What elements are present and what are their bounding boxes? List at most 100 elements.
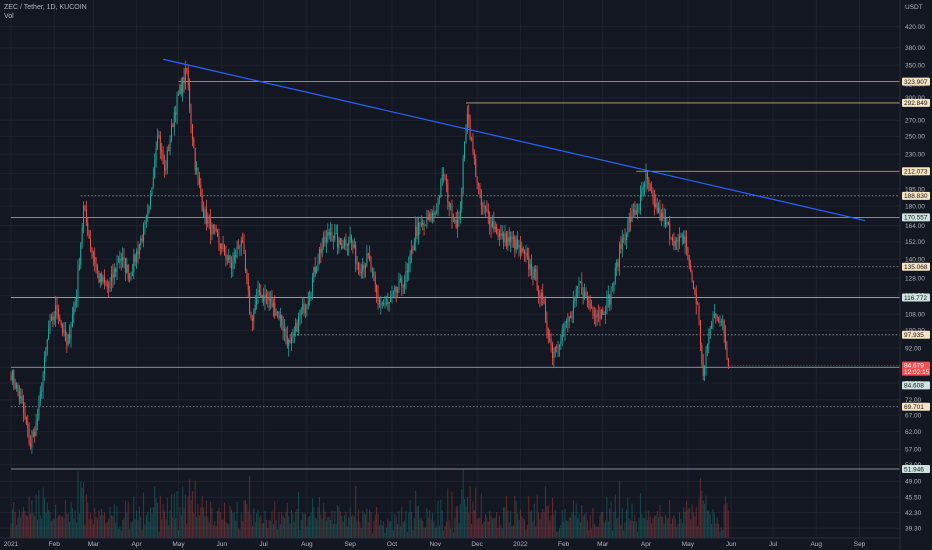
price-tick-label: 67.00: [905, 412, 922, 419]
time-axis[interactable]: 2021 Feb Mar Apr May Jun Jul Aug Sep Oct Nov Dec 202…: [0, 537, 900, 548]
price-badge-box: [902, 191, 930, 200]
volume-bar: [175, 518, 177, 538]
price-tick-label: 42.30: [905, 510, 922, 517]
price-badge: 292.849: [902, 98, 930, 107]
price-tick-label: 45.50: [905, 494, 922, 501]
candle-body: [585, 291, 587, 296]
volume-bar: [560, 525, 562, 538]
candle-body: [634, 209, 636, 215]
volume-bar: [444, 525, 446, 538]
volume-bar: [517, 513, 519, 538]
volume-bar: [398, 511, 400, 538]
volume-bar: [602, 511, 604, 538]
price-tick-label: 195.00: [905, 186, 925, 193]
volume-bar: [77, 471, 79, 538]
volume-bar: [64, 499, 66, 538]
volume-bar: [522, 518, 524, 538]
trendline[interactable]: [162, 58, 866, 222]
candle-body: [339, 238, 341, 244]
candle-body: [257, 289, 259, 298]
candle-body: [447, 183, 449, 203]
candle-body: [228, 255, 230, 260]
volume-bar: [119, 526, 121, 538]
volume-bar: [447, 488, 449, 538]
volume-bar: [621, 507, 623, 538]
candle-body: [443, 175, 445, 176]
candle-body: [260, 292, 262, 298]
candle-body: [364, 265, 366, 269]
candle-body: [360, 272, 362, 274]
candle-body: [148, 205, 150, 211]
price-badge-box: [902, 381, 930, 390]
volume-bar: [268, 519, 270, 538]
time-tick-label: Oct: [387, 541, 397, 548]
volume-bar: [556, 531, 558, 538]
volume-bar: [726, 502, 728, 538]
volume-bar: [217, 511, 219, 538]
volume-bar: [625, 509, 627, 538]
candle-body: [397, 289, 399, 293]
volume-bar: [332, 523, 334, 538]
candle-body: [143, 224, 145, 241]
candle-body: [651, 190, 653, 192]
volume-bar: [493, 517, 495, 538]
candle-body: [41, 391, 43, 392]
candle-body: [487, 210, 489, 215]
volume-bar: [518, 519, 520, 538]
volume-bar: [683, 507, 685, 538]
volume-bar: [487, 521, 489, 538]
candle-body: [367, 254, 369, 256]
candle-body: [546, 320, 548, 329]
candle-body: [74, 300, 76, 308]
candle-body: [309, 296, 311, 302]
volume-bar: [704, 503, 706, 538]
horizontal-levels[interactable]: [10, 81, 900, 470]
price-tick-label: 140.00: [905, 256, 925, 263]
volume-bar: [309, 515, 311, 538]
price-tick-label: 108.00: [905, 311, 925, 318]
symbol-title[interactable]: ZEC / Tether, 1D, KUCOIN: [4, 4, 87, 11]
volume-bar: [618, 480, 620, 538]
volume-label[interactable]: Vol: [4, 13, 14, 20]
candle-body: [282, 325, 284, 331]
volume-bar: [30, 513, 32, 538]
volume-bar: [585, 512, 587, 538]
candle-body: [418, 222, 420, 236]
candle-body: [406, 271, 408, 273]
volume-bar: [512, 525, 514, 538]
candle-body: [215, 228, 217, 232]
volume-bar: [155, 498, 157, 538]
candle-body: [18, 391, 20, 399]
volume-bar: [360, 527, 362, 538]
volume-bar: [359, 521, 361, 538]
candle-body: [177, 94, 179, 96]
volume-bar: [148, 521, 150, 538]
candle-body: [512, 237, 514, 239]
price-badge: 116.772: [902, 293, 930, 302]
volume-bar: [288, 516, 290, 538]
candle-body: [194, 148, 196, 171]
volume-bar: [719, 532, 721, 538]
candle-body: [672, 237, 674, 241]
volume-bar: [224, 502, 226, 538]
price-badge-box: [902, 330, 930, 339]
volume-bar: [165, 519, 167, 538]
price-tick-label: 49.00: [905, 479, 922, 486]
candle-body: [154, 159, 156, 178]
candle-body: [644, 183, 646, 187]
candle-body: [648, 179, 650, 185]
volume-bar: [99, 515, 101, 538]
volume-bar: [663, 523, 665, 538]
volume-bar: [215, 525, 217, 538]
volume-bar: [479, 517, 481, 538]
price-tick-label: 128.00: [905, 275, 925, 282]
volume-bar: [422, 520, 424, 538]
volume-bar: [411, 511, 413, 538]
volume-bar: [472, 501, 474, 538]
volume-bar: [438, 525, 440, 538]
volume-bar: [578, 513, 580, 538]
volume-bar: [196, 516, 198, 538]
candle-body: [715, 314, 717, 316]
candle-body: [99, 273, 101, 283]
